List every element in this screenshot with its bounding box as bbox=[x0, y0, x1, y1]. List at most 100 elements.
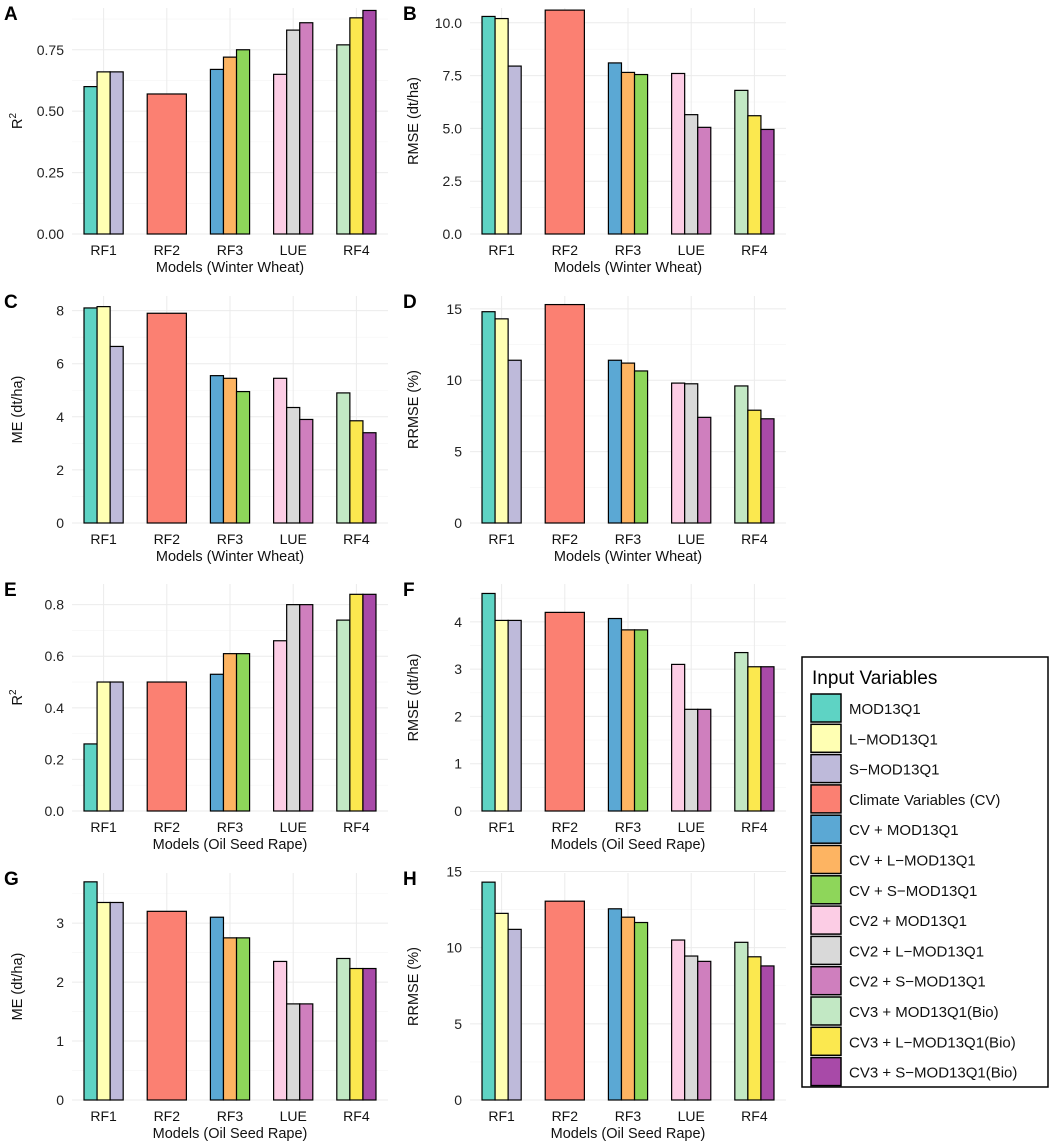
legend-swatch bbox=[810, 965, 842, 996]
bar-f-lue-1 bbox=[671, 663, 686, 812]
y-tick-label: 0.50 bbox=[37, 103, 64, 119]
bar-f-rf4-1 bbox=[734, 651, 749, 812]
bar-g-rf4-1 bbox=[336, 957, 351, 1101]
x-tick-label: RF3 bbox=[615, 242, 642, 258]
bar-e-rf2-1 bbox=[146, 681, 187, 812]
y-tick-label: 5 bbox=[454, 1016, 462, 1032]
y-tick-label: 1 bbox=[454, 756, 462, 772]
bar-d-rf3-3 bbox=[633, 370, 649, 524]
x-tick-label: RF4 bbox=[343, 819, 370, 835]
bar-h-rf4-3 bbox=[760, 965, 775, 1101]
y-tick-label: 0.25 bbox=[37, 165, 64, 181]
bar-f-rf1-3 bbox=[507, 619, 522, 812]
x-axis-title: Models (Oil Seed Rape) bbox=[153, 1126, 308, 1141]
bar-c-rf4-1 bbox=[336, 392, 351, 524]
bar-f-rf4-3 bbox=[760, 666, 775, 812]
bar-b-rf4-1 bbox=[734, 89, 749, 235]
legend-item-label: CV + S−MOD13Q1 bbox=[849, 883, 977, 900]
x-tick-label: RF2 bbox=[552, 1108, 579, 1124]
bar-g-rf1-3 bbox=[109, 901, 124, 1101]
bar-g-rf1-1 bbox=[83, 881, 98, 1101]
x-tick-label: RF3 bbox=[217, 531, 244, 547]
bar-b-rf3-1 bbox=[607, 62, 623, 235]
bar-g-lue-1 bbox=[273, 960, 288, 1101]
x-tick-label: RF3 bbox=[615, 531, 642, 547]
y-tick-label: 3 bbox=[56, 915, 64, 931]
y-tick-label: 0 bbox=[56, 515, 64, 531]
bar-c-rf1-2 bbox=[96, 306, 111, 524]
bar-a-rf4-1 bbox=[336, 44, 351, 235]
legend-swatch bbox=[810, 844, 842, 875]
bar-d-rf4-1 bbox=[734, 385, 749, 524]
legend-frame bbox=[801, 656, 1049, 1088]
bar-f-rf3-3 bbox=[633, 629, 649, 812]
x-axis-title: Models (Oil Seed Rape) bbox=[153, 837, 308, 853]
y-tick-label: 15 bbox=[446, 863, 462, 879]
x-tick-label: RF4 bbox=[741, 819, 768, 835]
y-tick-label: 0 bbox=[454, 1092, 462, 1108]
panel-letter: D bbox=[403, 292, 417, 313]
legend-item-label: CV3 + L−MOD13Q1(Bio) bbox=[849, 1034, 1016, 1051]
bar-a-rf4-2 bbox=[349, 17, 364, 235]
y-tick-label: 2 bbox=[56, 462, 64, 478]
x-tick-label: LUE bbox=[280, 819, 307, 835]
y-axis-title: RRMSE (%) bbox=[406, 947, 422, 1026]
x-tick-label: RF4 bbox=[343, 1108, 370, 1124]
x-tick-label: RF2 bbox=[552, 242, 579, 258]
x-tick-label: RF2 bbox=[154, 819, 181, 835]
bar-e-rf1-1 bbox=[83, 743, 98, 812]
legend-title: Input Variables bbox=[812, 668, 937, 689]
bar-a-lue-1 bbox=[273, 73, 288, 235]
bar-b-rf1-1 bbox=[481, 15, 496, 235]
bar-g-rf3-3 bbox=[235, 937, 251, 1101]
y-tick-label: 2 bbox=[454, 708, 462, 724]
bar-g-rf3-2 bbox=[222, 937, 238, 1101]
x-tick-label: LUE bbox=[280, 242, 307, 258]
x-tick-label: RF1 bbox=[90, 242, 117, 258]
panel-c: RF1 RF2 RF3 LUE RF4 0 2 4 6 8 Models (Winter Wheat… bbox=[4, 292, 388, 565]
x-axis-title: Models (Winter Wheat) bbox=[156, 260, 304, 276]
x-axis-title: Models (Winter Wheat) bbox=[554, 260, 702, 276]
bar-h-rf1-3 bbox=[507, 928, 522, 1101]
bar-e-lue-1 bbox=[273, 640, 288, 812]
legend-swatch bbox=[810, 935, 842, 966]
bar-b-rf4-2 bbox=[747, 115, 762, 235]
bar-g-rf3-1 bbox=[209, 916, 225, 1101]
bar-e-rf3-1 bbox=[209, 673, 225, 812]
bar-b-rf2-1 bbox=[544, 9, 585, 235]
bar-g-rf4-3 bbox=[362, 967, 377, 1101]
legend-item-label: Climate Variables (CV) bbox=[849, 792, 1000, 809]
bar-a-rf1-2 bbox=[96, 71, 111, 235]
legend-item-label: CV + L−MOD13Q1 bbox=[849, 853, 976, 870]
bar-f-rf3-2 bbox=[620, 629, 636, 812]
y-tick-label: 0.8 bbox=[45, 597, 65, 613]
bar-b-lue-1 bbox=[671, 72, 686, 235]
legend: Input Variables MOD13Q1 L−MOD13Q1 S−MOD13Q1… bbox=[801, 656, 1049, 1088]
x-tick-label: RF1 bbox=[90, 531, 117, 547]
bar-e-rf4-3 bbox=[362, 593, 377, 812]
y-tick-label: 3 bbox=[454, 661, 462, 677]
bar-f-lue-2 bbox=[684, 708, 699, 812]
x-tick-label: RF2 bbox=[154, 1108, 181, 1124]
y-tick-label: 0.0 bbox=[443, 226, 463, 242]
y-tick-label: 4 bbox=[56, 409, 64, 425]
legend-item-label: CV2 + S−MOD13Q1 bbox=[849, 974, 986, 991]
bar-e-lue-2 bbox=[286, 604, 301, 812]
bar-g-lue-2 bbox=[286, 1003, 301, 1101]
bar-f-rf2-1 bbox=[544, 611, 585, 812]
bar-c-rf4-2 bbox=[349, 420, 364, 524]
x-tick-label: RF1 bbox=[90, 1108, 117, 1124]
bar-h-lue-2 bbox=[684, 955, 699, 1101]
bar-e-rf1-2 bbox=[96, 681, 111, 812]
bar-c-lue-2 bbox=[286, 406, 301, 524]
bar-b-lue-3 bbox=[697, 126, 712, 235]
panel-letter: A bbox=[4, 4, 18, 25]
bar-a-rf2-1 bbox=[146, 93, 187, 235]
y-axis-title: R2 bbox=[8, 113, 26, 129]
y-axis-title: ME (dt/ha) bbox=[10, 376, 26, 444]
x-tick-label: LUE bbox=[280, 531, 307, 547]
x-tick-label: LUE bbox=[678, 819, 705, 835]
legend-swatch bbox=[810, 693, 842, 723]
legend-item-label: CV + MOD13Q1 bbox=[849, 822, 959, 839]
